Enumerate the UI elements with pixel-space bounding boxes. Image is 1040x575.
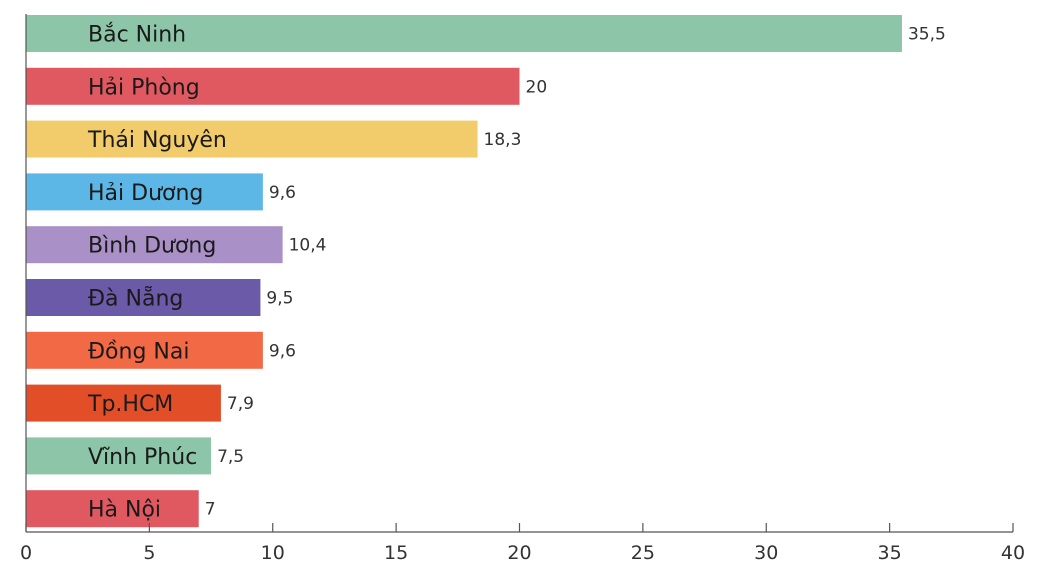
bar-2: [26, 120, 478, 158]
category-label-1: Hải Phòng: [88, 75, 200, 100]
category-label-9: Hà Nội: [88, 498, 161, 523]
bar-7: [26, 384, 221, 422]
category-label-0: Bắc Ninh: [88, 23, 186, 48]
category-label-4: Bình Dương: [88, 234, 216, 259]
category-label-6: Đồng Nai: [88, 339, 189, 364]
category-label-8: Vĩnh Phúc: [88, 445, 197, 470]
x-tick-label-1: 5: [143, 542, 155, 564]
x-tick-label-4: 20: [507, 542, 531, 564]
x-axis: 0 5 10 15 20 25 30 35 40: [20, 14, 1025, 564]
value-label-5: 9,5: [266, 289, 293, 309]
bar-4: [26, 226, 283, 264]
value-label-8: 7,5: [217, 447, 244, 467]
bar-5: [26, 279, 261, 316]
value-label-3: 9,6: [269, 183, 296, 203]
x-tick-label-7: 35: [878, 542, 902, 564]
bar-0: [26, 15, 902, 52]
value-label-9: 7: [205, 500, 216, 520]
value-label-4: 10,4: [289, 236, 327, 256]
category-label-5: Đà Nẵng: [88, 286, 183, 312]
bar-9: [26, 490, 199, 528]
value-label-7: 7,9: [227, 394, 254, 414]
category-label-2: Thái Nguyên: [87, 128, 227, 153]
bar-6: [26, 331, 263, 369]
x-tick-label-0: 0: [20, 542, 32, 564]
bar-8: [26, 437, 212, 475]
bar-3: [26, 173, 263, 211]
value-label-6: 9,6: [269, 341, 296, 361]
x-tick-label-3: 15: [384, 542, 408, 564]
x-tick-label-8: 40: [1001, 542, 1025, 564]
x-tick-label-5: 25: [631, 542, 655, 564]
bar-1: [26, 67, 520, 105]
bars-group: Bắc Ninh 35,5 Hải Phòng 20 Thái Nguyên 18,3 Hả…: [26, 15, 946, 528]
category-label-7: Tp.HCM: [87, 392, 173, 417]
value-label-2: 18,3: [484, 130, 522, 150]
category-label-3: Hải Dương: [88, 181, 203, 206]
value-label-1: 20: [526, 77, 548, 97]
value-label-0: 35,5: [908, 25, 946, 45]
x-tick-label-2: 10: [261, 542, 285, 564]
x-tick-label-6: 30: [754, 542, 778, 564]
